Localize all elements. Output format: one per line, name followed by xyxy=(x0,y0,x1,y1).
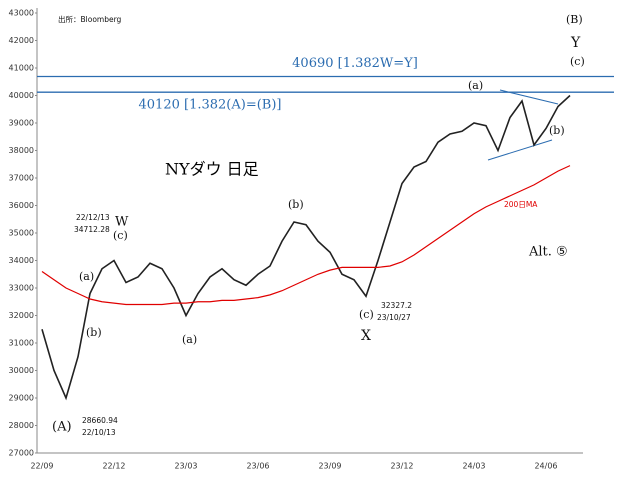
y-tick-label: 43000 xyxy=(9,9,34,18)
annotation: (b) xyxy=(288,198,304,211)
ma-label: 200日MA xyxy=(504,200,538,209)
y-tick-label: 42000 xyxy=(9,36,34,45)
x-tick-label: 22/09 xyxy=(30,462,53,471)
x-tick-label: 23/09 xyxy=(318,462,341,471)
x-tick-label: 23/03 xyxy=(174,462,197,471)
source: 出所：Bloomberg xyxy=(58,14,122,24)
annotation: 23/10/27 xyxy=(377,313,411,322)
ma-line xyxy=(41,165,571,306)
level-label: 40690 [1.382W=Y] xyxy=(292,56,418,71)
annotation: Y xyxy=(570,35,581,51)
annotation: (b) xyxy=(549,124,565,137)
annotation: X xyxy=(361,328,371,344)
annotation: (B) xyxy=(566,13,583,26)
y-tick-label: 41000 xyxy=(9,64,34,73)
annotation: 22/10/13 xyxy=(82,428,116,437)
annotation: (c) xyxy=(113,229,128,242)
annotation: (b) xyxy=(86,326,102,339)
y-tick-label: 30000 xyxy=(9,366,34,375)
y-tick-label: 35000 xyxy=(9,229,34,238)
y-tick-label: 39000 xyxy=(9,119,34,128)
y-tick-label: 38000 xyxy=(9,146,34,155)
annotation: Alt. ⑤ xyxy=(528,245,568,260)
annotation: 28660.94 xyxy=(82,416,118,425)
x-tick-label: 24/06 xyxy=(534,462,557,471)
annotation: (a) xyxy=(79,270,94,283)
x-tick-label: 23/12 xyxy=(390,462,413,471)
y-tick-label: 40000 xyxy=(9,91,34,100)
annotation: (a) xyxy=(182,333,197,346)
y-tick-label: 36000 xyxy=(9,201,34,210)
y-tick-label: 28000 xyxy=(9,421,34,430)
y-tick-label: 29000 xyxy=(9,394,34,403)
annotation: 22/12/13 xyxy=(76,213,110,222)
trend-line xyxy=(487,139,553,161)
annotation: 34712.28 xyxy=(74,225,110,234)
annotation: (a) xyxy=(468,79,483,92)
annotation: (c) xyxy=(570,55,585,68)
x-tick-label: 24/03 xyxy=(462,462,485,471)
x-tick-label: 22/12 xyxy=(102,462,125,471)
annotation: W xyxy=(115,215,129,230)
y-tick-label: 31000 xyxy=(9,339,34,348)
y-tick-label: 34000 xyxy=(9,256,34,265)
y-tick-label: 32000 xyxy=(9,311,34,320)
annotation: 32327.2 xyxy=(381,301,412,310)
annotation: (c) xyxy=(359,308,374,321)
annotation: (A) xyxy=(52,420,72,435)
level-label: 40120 [1.382(A)=(B)] xyxy=(139,98,282,113)
chart-title: NYダウ 日足 xyxy=(165,160,259,179)
y-tick-label: 27000 xyxy=(9,449,34,458)
price-line xyxy=(41,94,571,401)
x-tick-label: 23/06 xyxy=(246,462,269,471)
y-tick-label: 33000 xyxy=(9,284,34,293)
y-tick-label: 37000 xyxy=(9,174,34,183)
